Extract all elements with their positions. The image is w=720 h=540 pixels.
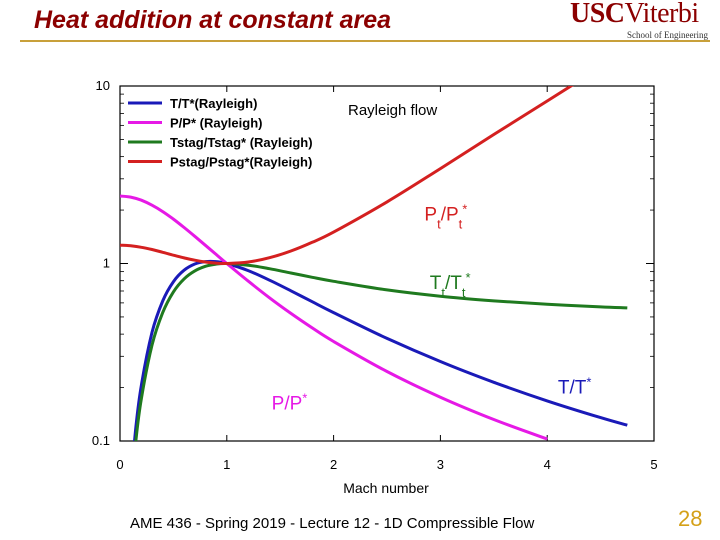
legend-label: P/P* (Rayleigh): [170, 116, 262, 131]
logo-wordmark: USCViterbi: [570, 0, 699, 30]
x-axis-label: Mach number: [343, 480, 429, 496]
page-number: 28: [678, 506, 703, 531]
x-tick-label: 5: [650, 457, 657, 472]
series-line-0: [133, 259, 628, 441]
logo-usc: USC: [570, 0, 625, 29]
chart-title: Rayleigh flow: [348, 102, 437, 119]
logo-viterbi: Viterbi: [624, 0, 700, 29]
curve-annotations: Pt/Pt* Tt/Tt* T/T* P/P*: [272, 201, 592, 415]
slide-title: Heat addition at constant area: [34, 6, 392, 34]
x-tick-label: 4: [544, 457, 551, 472]
series-line-3: [120, 86, 574, 266]
curve-label: T/T*: [558, 374, 592, 399]
legend-label: Tstag/Tstag* (Rayleigh): [170, 135, 313, 150]
x-tick-label: 0: [116, 457, 123, 472]
x-tick-label: 2: [330, 457, 337, 472]
slide-footer: AME 436 - Spring 2019 - Lecture 12 - 1D …: [130, 515, 535, 532]
curve-label: Pt/Pt*: [424, 201, 467, 231]
y-tick-label: 1: [103, 256, 110, 271]
y-tick-label: 10: [96, 78, 110, 93]
legend-label: Pstag/Pstag*(Rayleigh): [170, 155, 312, 170]
series-line-2: [134, 261, 628, 441]
curve-label: Tt/Tt*: [430, 269, 471, 299]
chart-legend: T/T*(Rayleigh) P/P* (Rayleigh) Tstag/Tstag…: [128, 96, 313, 170]
title-divider: [20, 40, 710, 42]
usc-viterbi-logo: USCViterbi School of Engineering: [566, 0, 716, 44]
axis-ticks: 0 1 2 3 4 5 0.1 1 10: [92, 78, 658, 472]
x-tick-label: 3: [437, 457, 444, 472]
legend-label: T/T*(Rayleigh): [170, 96, 257, 111]
logo-subtitle: School of Engineering: [627, 30, 708, 40]
curve-label: P/P*: [272, 390, 308, 415]
y-tick-label: 0.1: [92, 433, 110, 448]
series-lines: [120, 86, 628, 441]
x-tick-label: 1: [223, 457, 230, 472]
series-line-1: [120, 194, 548, 441]
